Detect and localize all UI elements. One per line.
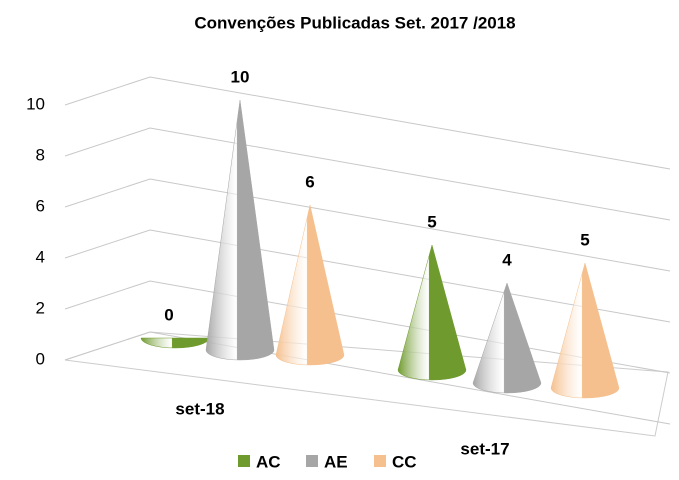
legend-swatch	[306, 455, 318, 467]
cone	[397, 244, 467, 381]
x-tick-label: set-17	[460, 439, 509, 458]
y-tick-label: 8	[36, 145, 45, 164]
data-label: 6	[305, 172, 314, 191]
data-label: 5	[580, 230, 589, 249]
grid-line	[64, 178, 671, 272]
y-tick-label: 10	[26, 94, 45, 113]
cone	[472, 282, 542, 394]
data-label: 0	[164, 305, 173, 324]
grid-line	[64, 76, 671, 170]
legend-label: CC	[392, 452, 417, 471]
y-tick-label: 2	[36, 298, 45, 317]
chart-title: Convenções Publicadas Set. 2017 /2018	[194, 13, 515, 32]
legend-swatch	[374, 455, 386, 467]
grid-line	[64, 127, 671, 221]
grid-line	[64, 331, 671, 425]
cone	[205, 99, 275, 361]
y-tick-label: 4	[36, 247, 45, 266]
legend-label: AC	[256, 452, 281, 471]
y-tick-label: 6	[36, 196, 45, 215]
y-tick-label: 0	[36, 349, 45, 368]
grid-line	[64, 229, 671, 323]
data-label: 10	[231, 67, 250, 86]
data-label: 4	[502, 250, 512, 269]
cone	[275, 204, 345, 366]
data-label: 5	[427, 212, 436, 231]
legend-swatch	[238, 455, 250, 467]
cone	[550, 262, 620, 399]
x-tick-label: set-18	[175, 399, 224, 418]
legend-label: AE	[324, 452, 348, 471]
